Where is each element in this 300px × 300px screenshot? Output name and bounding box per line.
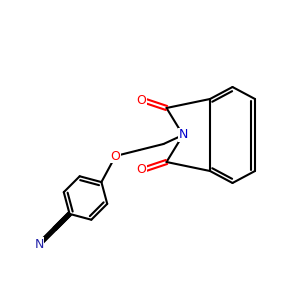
Text: N: N (34, 238, 44, 251)
Text: O: O (137, 163, 146, 176)
Text: N: N (178, 128, 188, 142)
Text: O: O (111, 149, 120, 163)
Text: O: O (137, 94, 146, 107)
